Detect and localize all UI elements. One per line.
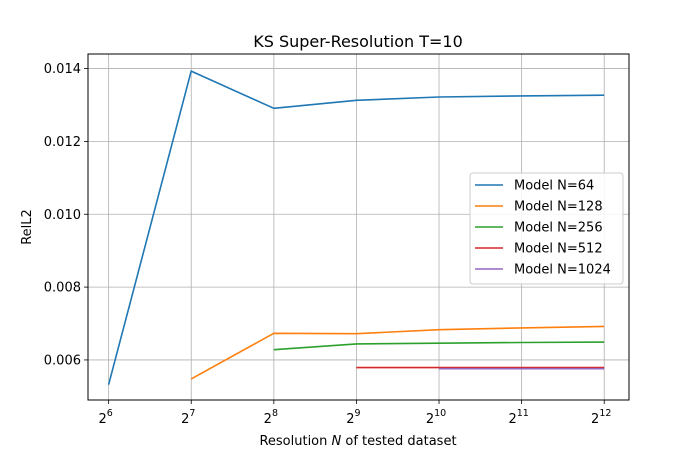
series-line [190, 325, 605, 380]
series-line [273, 341, 605, 351]
x-tick-label: 211 [508, 408, 528, 427]
y-tick-label: 0.010 [44, 208, 81, 223]
series-line [107, 70, 605, 385]
series-group [107, 70, 605, 385]
x-tick-label: 212 [591, 408, 611, 427]
y-axis-label: RelL2 [20, 209, 35, 245]
x-tick-label: 29 [346, 408, 360, 427]
x-tick-label: 210 [426, 408, 446, 427]
x-tick-label: 27 [181, 408, 195, 427]
y-tick-label: 0.006 [44, 353, 81, 368]
legend-label: Model N=1024 [514, 263, 611, 278]
y-axis: 0.006 0.008 0.010 0.012 0.014 [44, 62, 88, 368]
legend-label: Model N=128 [514, 200, 603, 215]
y-tick-label: 0.012 [44, 135, 81, 150]
x-tick-label: 26 [98, 408, 112, 427]
x-tick-label: 28 [264, 408, 278, 427]
plot-frame [87, 53, 630, 401]
x-axis-label-variable: N [332, 434, 342, 449]
legend-label: Model N=512 [514, 242, 603, 257]
x-axis-label: Resolution N of tested dataset [259, 434, 456, 449]
y-tick-label: 0.014 [44, 62, 81, 77]
x-axis-label-prefix: Resolution [259, 434, 331, 449]
legend: Model N=64 Model N=128 Model N=256 Model N=… [469, 172, 624, 285]
legend-label: Model N=64 [514, 179, 594, 194]
y-tick-label: 0.008 [44, 281, 81, 296]
legend-label: Model N=256 [514, 221, 603, 236]
legend-frame [469, 172, 624, 285]
x-axis: 26 27 28 29 210 211 212 [98, 400, 611, 427]
chart-title: KS Super-Resolution T=10 [253, 32, 463, 51]
x-axis-label-suffix: of tested dataset [341, 434, 456, 449]
